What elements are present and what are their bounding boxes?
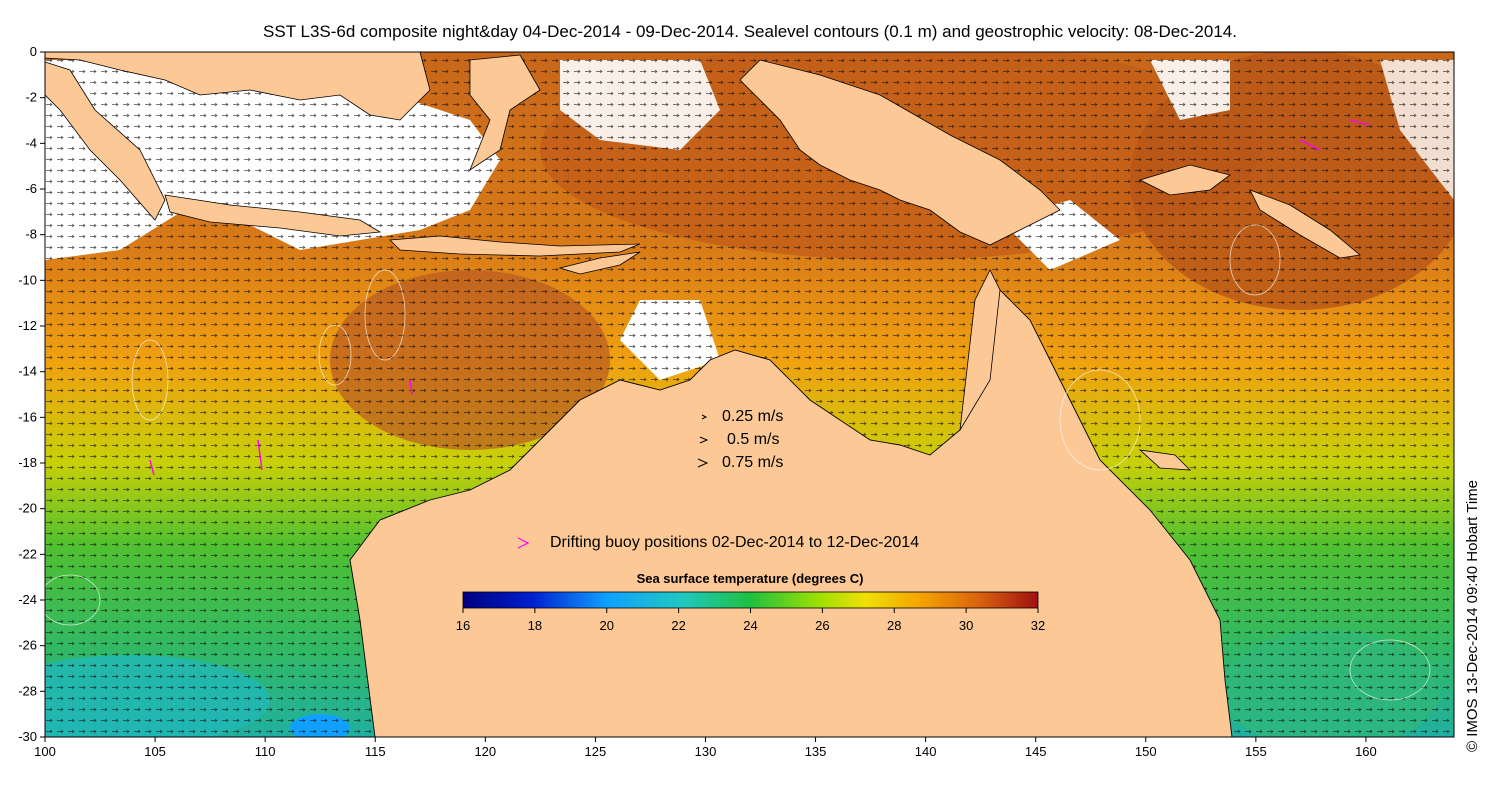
new-guinea-land xyxy=(739,59,1061,246)
colorbar-ticks: 16 18 20 22 24 26 28 30 32 xyxy=(456,608,1045,633)
sst-colorbar: Sea surface temperature (degrees C) 16 18… xyxy=(456,571,1045,633)
x-tick-label: 130 xyxy=(695,744,717,759)
y-tick-label: -2 xyxy=(25,90,37,105)
y-tick-label: -28 xyxy=(18,683,37,698)
borneo-land xyxy=(45,52,431,121)
map-title: SST L3S-6d composite night&day 04-Dec-20… xyxy=(263,22,1237,41)
java-land xyxy=(164,194,382,237)
velocity-legend-item: 0.25 m/s xyxy=(722,408,783,425)
arrow-0-5-icon xyxy=(699,436,709,444)
x-axis: 100 105 110 115 120 125 130 135 140 145 150 155 160 xyxy=(34,737,1377,759)
drifting-buoy-tracks xyxy=(149,119,1371,476)
y-tick-label: -14 xyxy=(18,364,37,379)
x-tick-label: 115 xyxy=(365,744,386,759)
new-caledonia-land xyxy=(1138,449,1192,471)
x-tick-label: 110 xyxy=(255,744,276,759)
credit-text: © IMOS 13-Dec-2014 09:40 Hobart Time xyxy=(1464,479,1481,752)
arrow-0-75-icon xyxy=(697,458,709,468)
sumatra-land xyxy=(45,61,166,221)
x-tick-label: 155 xyxy=(1245,744,1267,759)
colorbar-title: Sea surface temperature (degrees C) xyxy=(637,571,864,586)
timor-land xyxy=(558,251,641,275)
y-tick-label: 0 xyxy=(30,44,37,59)
x-tick-label: 140 xyxy=(915,744,937,759)
y-tick-label: -8 xyxy=(25,227,37,242)
y-axis: 0 -2 -4 -6 -8 -10 -12 -14 -16 -18 -20 -22 -24 -26 -28 -… xyxy=(18,44,45,744)
colorbar-tick-label: 16 xyxy=(456,618,470,633)
sealevel-contours xyxy=(45,224,1431,701)
y-tick-label: -26 xyxy=(18,638,37,653)
cape-york-land xyxy=(959,269,1001,431)
x-tick-label: 150 xyxy=(1135,744,1157,759)
x-tick-label: 120 xyxy=(474,744,496,759)
y-tick-label: -24 xyxy=(18,592,37,607)
map-plot-area xyxy=(45,52,1454,737)
new-britain-land xyxy=(1138,164,1231,196)
sulawesi-land xyxy=(469,54,541,172)
y-tick-label: -30 xyxy=(18,729,37,744)
x-tick-label: 100 xyxy=(34,744,56,759)
y-tick-label: -6 xyxy=(25,181,37,196)
buoy-legend-label: Drifting buoy positions 02-Dec-2014 to 1… xyxy=(550,534,919,551)
x-tick-label: 125 xyxy=(585,744,607,759)
velocity-legend-item: 0.5 m/s xyxy=(727,431,779,448)
velocity-legend: 0.25 m/s 0.5 m/s 0.75 m/s xyxy=(697,408,783,471)
x-tick-label: 160 xyxy=(1355,744,1377,759)
buoy-legend: Drifting buoy positions 02-Dec-2014 to 1… xyxy=(517,534,919,551)
colorbar-tick-label: 20 xyxy=(600,618,614,633)
australia-land xyxy=(349,289,1233,737)
y-tick-label: -4 xyxy=(25,135,37,150)
colorbar-tick-label: 24 xyxy=(743,618,757,633)
arrow-0-25-icon xyxy=(701,414,708,420)
x-tick-label: 135 xyxy=(805,744,827,759)
colorbar-ramp xyxy=(462,591,1039,609)
y-tick-label: -20 xyxy=(18,501,37,516)
plot-frame xyxy=(44,51,1455,738)
y-tick-label: -22 xyxy=(18,546,37,561)
colorbar-tick-label: 28 xyxy=(887,618,901,633)
lesser-sunda-islands xyxy=(389,235,641,257)
x-tick-label: 145 xyxy=(1025,744,1047,759)
y-tick-label: -10 xyxy=(18,272,37,287)
colorbar-tick-label: 32 xyxy=(1031,618,1045,633)
y-tick-label: -12 xyxy=(18,318,37,333)
colorbar-tick-label: 30 xyxy=(959,618,973,633)
velocity-legend-item: 0.75 m/s xyxy=(722,454,783,471)
buoy-marker-icon xyxy=(517,537,530,549)
y-tick-label: -16 xyxy=(18,409,37,424)
x-tick-label: 105 xyxy=(144,744,166,759)
colorbar-tick-label: 18 xyxy=(528,618,542,633)
colorbar-tick-label: 22 xyxy=(671,618,685,633)
y-tick-label: -18 xyxy=(18,455,37,470)
solomon-islands xyxy=(1249,189,1361,259)
colorbar-tick-label: 26 xyxy=(815,618,829,633)
